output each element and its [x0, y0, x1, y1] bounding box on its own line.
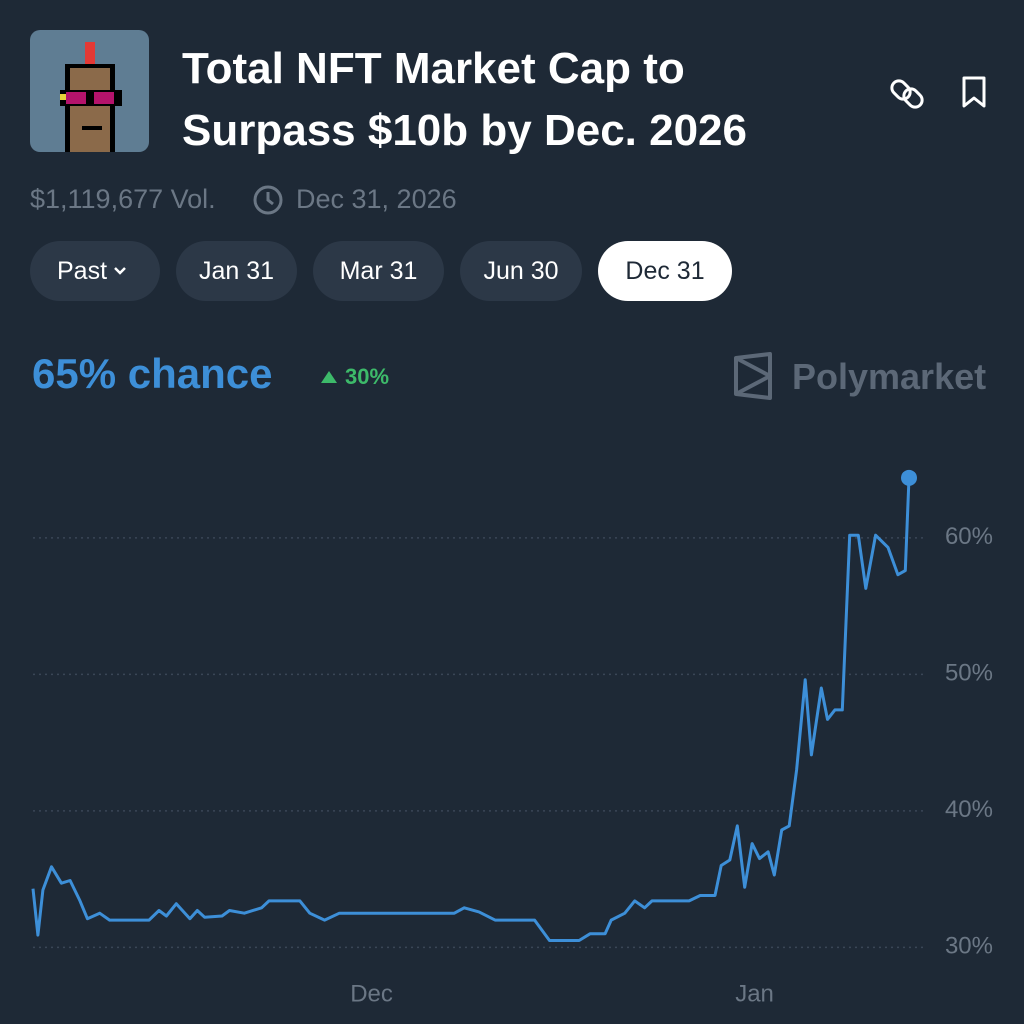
end-marker [901, 469, 917, 486]
tab-label: Jun 30 [483, 256, 559, 285]
tab-label: Mar 31 [339, 256, 418, 285]
line [31, 477, 911, 942]
tab-label: Past [56, 256, 108, 285]
up-arrow [321, 371, 337, 383]
tab[interactable]: Jan 31 [176, 241, 297, 301]
end-date: Dec 31, 2026 [296, 184, 457, 214]
link-icon[interactable] [888, 74, 928, 114]
x-tick-label: Jan [735, 980, 774, 1007]
y-tick-label: 40% [945, 796, 993, 823]
chevron [114, 267, 126, 275]
change: 30% [345, 364, 390, 389]
tab[interactable]: Mar 31 [313, 241, 444, 301]
tab-label: Dec 31 [625, 256, 705, 285]
tab[interactable]: Jun 30 [460, 241, 582, 301]
x-tick-label: Dec [350, 980, 393, 1007]
chance: 65% chance [32, 350, 273, 397]
clock-icon [253, 185, 283, 215]
y-tick-label: 60% [945, 523, 993, 550]
brand: Polymarket [792, 356, 987, 397]
bookmark-icon[interactable] [958, 74, 992, 110]
y-tick-label: 50% [945, 660, 993, 687]
tab[interactable]: Dec 31 [598, 241, 732, 301]
y-tick-label: 30% [945, 933, 993, 960]
tab[interactable]: Past [30, 241, 160, 301]
tab-label: Jan 31 [198, 256, 275, 285]
brand-logo [734, 352, 772, 400]
volume: $1,119,677 Vol. [30, 184, 216, 214]
avatar [30, 30, 149, 152]
market-title: Total NFT Market Cap to Surpass $10b by … [182, 44, 747, 155]
avatar-art [60, 42, 122, 152]
